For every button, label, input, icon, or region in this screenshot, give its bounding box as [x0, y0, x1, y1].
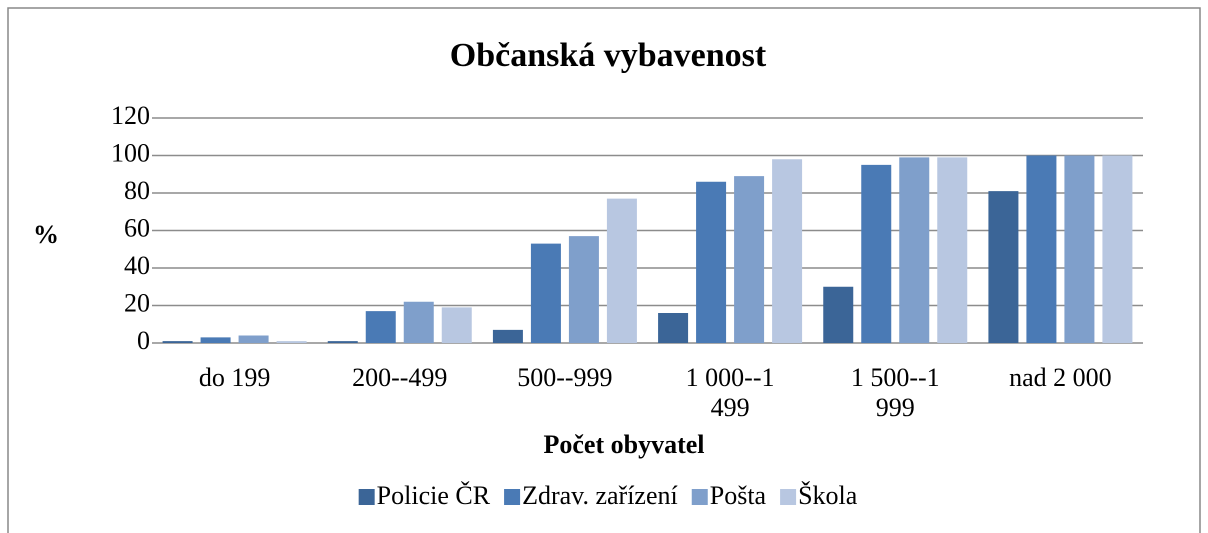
legend-swatch	[504, 489, 521, 505]
x-tick-label-box: 500--999	[517, 363, 613, 392]
bar	[772, 159, 803, 343]
x-tick-label-box: 200--499	[352, 363, 448, 392]
x-tick-label: 500--999	[517, 363, 613, 392]
x-tick-label: 200--499	[352, 363, 448, 392]
bar	[162, 341, 193, 343]
chart-title: Občanská vybavenost	[450, 37, 767, 74]
bar	[238, 335, 269, 343]
legend-label: Pošta	[710, 481, 767, 510]
bar	[200, 337, 231, 343]
y-tick-label: 40	[124, 251, 150, 280]
legend-swatch	[358, 489, 375, 505]
bar	[568, 236, 599, 343]
y-tick-label: 20	[124, 288, 150, 317]
x-tick-label-box: nad 2 000	[1009, 363, 1112, 392]
legend: Policie ČR Zdrav. zařízení Pošta Škola	[358, 481, 858, 510]
bar	[899, 157, 930, 343]
y-axis-title: %	[33, 220, 59, 249]
y-tick-label: 100	[111, 138, 150, 167]
x-tick-label-box: do 199	[198, 363, 271, 392]
y-tick-label: 0	[137, 326, 150, 355]
legend-label: Zdrav. zařízení	[522, 481, 678, 510]
bar	[861, 164, 892, 343]
bar	[937, 157, 968, 343]
bar	[530, 243, 561, 343]
x-tick-label: do 199	[198, 363, 271, 392]
y-tick-label: 120	[111, 101, 150, 130]
x-tick-label: 1 500--1 999	[850, 363, 940, 422]
legend-swatch	[780, 489, 797, 505]
x-tick-label: nad 2 000	[1009, 363, 1112, 392]
x-tick-label-box: 1 000--1 499	[685, 363, 775, 422]
bar	[734, 176, 765, 343]
bar	[327, 341, 358, 343]
bar	[492, 329, 523, 343]
bar	[1064, 155, 1095, 343]
bar	[441, 307, 472, 343]
y-tick-label: 80	[124, 176, 150, 205]
bar	[988, 191, 1019, 343]
bar	[606, 198, 637, 343]
x-tick-label-box: 1 500--1 999	[850, 363, 940, 422]
x-tick-label: 1 000--1 499	[685, 363, 775, 422]
legend-label: Policie ČR	[377, 481, 491, 510]
y-tick-label: 60	[124, 213, 150, 242]
bar	[696, 181, 727, 343]
chart-border	[7, 7, 1201, 533]
x-axis-title: Počet obyvatel	[543, 430, 704, 459]
bar	[403, 301, 434, 343]
bar	[1102, 155, 1133, 343]
bar	[1026, 155, 1057, 343]
bar	[365, 311, 396, 343]
bar	[276, 341, 307, 343]
legend-swatch	[691, 489, 708, 505]
bar	[658, 313, 689, 343]
bar	[823, 286, 854, 343]
legend-label: Škola	[798, 481, 858, 510]
